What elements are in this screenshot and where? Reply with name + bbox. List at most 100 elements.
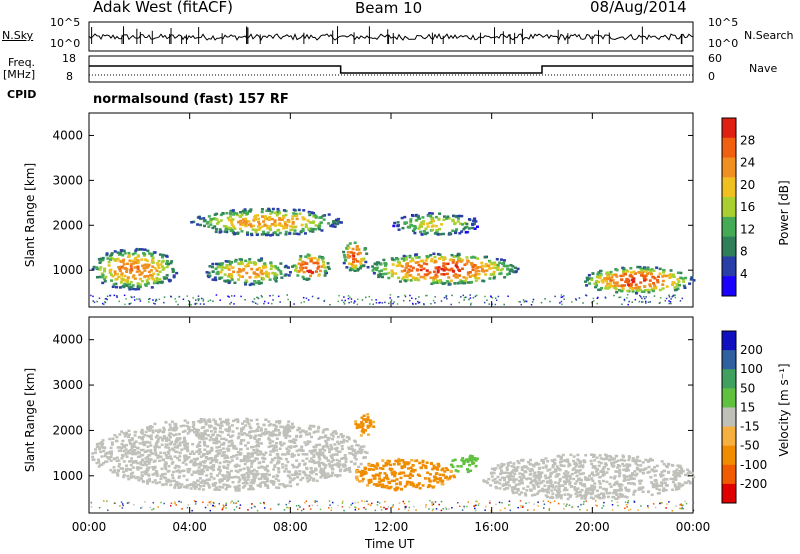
data-cell [632, 493, 636, 496]
data-cell [448, 477, 452, 480]
data-cell [363, 467, 367, 471]
data-cell [301, 429, 305, 432]
data-cell [232, 419, 236, 423]
data-cell [504, 483, 508, 487]
data-cell [267, 445, 271, 449]
data-cell [383, 472, 387, 475]
data-cell [269, 267, 273, 271]
data-cell [346, 251, 350, 254]
data-cell [544, 494, 548, 497]
data-cell [576, 491, 580, 494]
scatter-cell [679, 507, 681, 510]
data-cell [265, 274, 269, 278]
data-cell [366, 484, 370, 487]
scatter-cell [254, 302, 257, 305]
data-cell [260, 233, 264, 236]
data-cell [472, 218, 476, 221]
data-cell [264, 466, 268, 469]
data-cell [226, 418, 230, 422]
data-cell [430, 257, 434, 261]
data-cell [167, 456, 171, 460]
data-cell [169, 483, 173, 487]
data-cell [424, 227, 428, 231]
data-cell [517, 483, 521, 486]
data-cell [358, 266, 362, 270]
data-cell [348, 262, 352, 265]
data-cell [164, 462, 168, 466]
data-cell [263, 215, 267, 218]
data-cell [232, 213, 236, 216]
data-cell [259, 477, 263, 480]
data-cell [119, 251, 123, 255]
data-cell [129, 460, 133, 463]
data-cell [142, 443, 146, 447]
data-cell [669, 269, 673, 272]
scatter-cell [254, 505, 256, 508]
data-cell [186, 421, 190, 424]
data-cell [594, 494, 598, 498]
data-cell [277, 268, 281, 272]
data-cell [304, 255, 308, 258]
data-cell [304, 443, 308, 447]
data-cell [175, 426, 179, 430]
data-cell [266, 217, 270, 220]
data-cell [615, 493, 619, 497]
scatter-cell [198, 298, 201, 300]
data-cell [135, 452, 139, 455]
data-cell [136, 468, 140, 471]
data-cell [249, 419, 253, 422]
scatter-cell [343, 509, 345, 512]
data-cell [633, 489, 637, 493]
data-cell [211, 262, 215, 266]
scatter-cell [517, 506, 519, 509]
data-cell [302, 277, 306, 281]
data-cell [243, 420, 247, 423]
data-cell [461, 259, 465, 262]
scatter-cell [361, 500, 363, 502]
data-cell [562, 472, 566, 475]
scatter-cell [625, 504, 628, 506]
data-cell [635, 288, 639, 291]
data-cell [203, 479, 207, 483]
data-cell [683, 276, 687, 280]
data-cell [436, 252, 440, 256]
data-cell [220, 431, 224, 434]
data-cell [217, 452, 221, 455]
data-cell [494, 481, 498, 484]
data-cell [550, 459, 554, 462]
data-cell [249, 225, 253, 228]
data-cell [541, 489, 545, 493]
data-cell [152, 281, 156, 285]
data-cell [578, 493, 582, 497]
scatter-cell [426, 294, 428, 297]
data-cell [139, 466, 143, 470]
data-cell [511, 478, 515, 481]
data-cell [146, 282, 150, 285]
data-cell [301, 229, 305, 233]
scatter-cell [225, 507, 227, 509]
data-cell [655, 484, 659, 488]
colorbar-tick: 4 [740, 267, 748, 281]
data-cell [260, 225, 264, 228]
data-cell [217, 488, 221, 491]
data-cell [633, 470, 637, 473]
data-cell [195, 445, 199, 448]
data-cell [428, 473, 432, 476]
scatter-cell [298, 504, 300, 507]
data-cell [234, 465, 238, 469]
data-cell [577, 494, 581, 497]
data-cell [605, 492, 609, 495]
data-cell [548, 474, 552, 477]
data-cell [653, 277, 657, 280]
data-cell [218, 485, 222, 489]
data-cell [627, 478, 631, 481]
data-cell [444, 466, 448, 470]
data-cell [266, 275, 270, 279]
data-cell [294, 470, 298, 473]
data-cell [548, 468, 552, 471]
data-cell [203, 466, 207, 470]
data-cell [253, 459, 257, 462]
data-cell [101, 256, 105, 260]
data-cell [563, 486, 567, 490]
data-cell [213, 456, 217, 459]
